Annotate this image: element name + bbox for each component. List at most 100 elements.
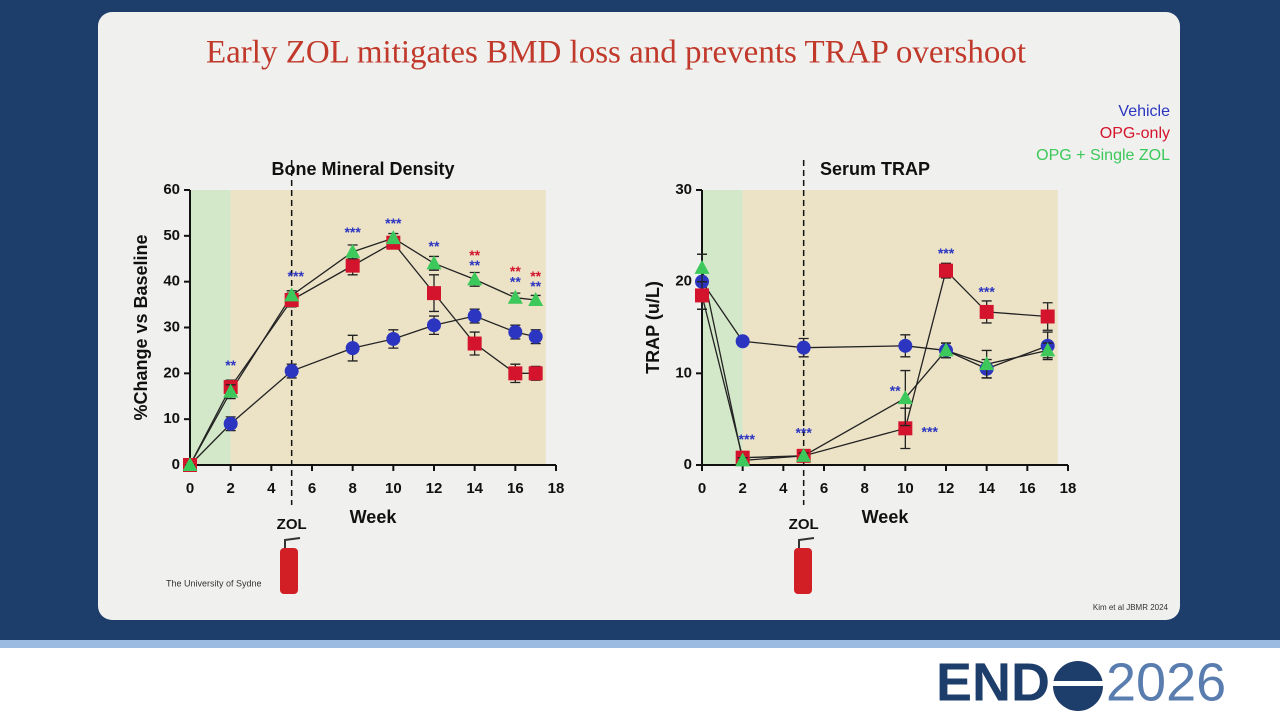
point [345, 341, 360, 356]
point [467, 271, 483, 286]
x-tick-label: 8 [860, 480, 868, 497]
significance-label: ** [530, 278, 541, 294]
point [427, 318, 441, 333]
x-tick-label: 6 [308, 480, 316, 497]
logo-stripe [1050, 681, 1106, 686]
point [796, 447, 812, 462]
x-tick-label: 0 [698, 480, 706, 497]
shaded-region [742, 190, 1058, 465]
logo-right: 2026 [1106, 652, 1226, 712]
shaded-region [230, 190, 546, 465]
point [386, 331, 401, 346]
significance-label: *** [344, 224, 361, 240]
extinguishers [280, 537, 815, 594]
point [694, 259, 710, 274]
y-axis-label: TRAP (u/L) [643, 281, 663, 374]
point [427, 286, 441, 301]
x-tick-label: 12 [938, 480, 955, 497]
significance-label: ** [510, 263, 521, 279]
x-tick-label: 0 [186, 480, 194, 497]
x-tick-label: 10 [897, 480, 914, 497]
y-axis-label: %Change vs Baseline [131, 234, 151, 420]
point [898, 338, 913, 353]
point [182, 457, 198, 471]
point [508, 366, 523, 381]
point [735, 334, 750, 349]
point [284, 287, 300, 302]
significance-label: *** [288, 268, 305, 284]
significance-label: *** [739, 431, 756, 447]
band [0, 640, 1280, 648]
x-tick-label: 2 [226, 480, 234, 497]
x-tick-label: 16 [507, 480, 524, 497]
significance-label: ** [510, 273, 521, 289]
extinguisher-nozzle [798, 537, 815, 548]
extinguisher-nozzle [284, 537, 301, 548]
point [735, 452, 751, 467]
y-tick-label: 0 [684, 456, 692, 473]
significance-label: ** [429, 238, 440, 254]
point [385, 230, 401, 245]
point [796, 340, 811, 355]
significance-label: ** [890, 382, 901, 398]
x-tick-label: 18 [548, 480, 565, 497]
x-tick-label: 4 [779, 480, 788, 497]
x-axis-label: Week [862, 507, 910, 527]
legend-entry: Vehicle [1118, 103, 1170, 120]
x-tick-label: 8 [348, 480, 356, 497]
significance-label: ** [469, 247, 480, 263]
y-tick-label: 30 [675, 181, 692, 198]
significance-label: *** [795, 425, 812, 441]
point [897, 390, 913, 405]
x-tick-label: 4 [267, 480, 276, 497]
x-tick-label: 2 [738, 480, 746, 497]
y-tick-label: 50 [163, 227, 180, 244]
point [979, 304, 994, 319]
x-tick-label: 14 [978, 480, 995, 497]
significance-label: *** [385, 215, 402, 231]
shaded-region [190, 190, 231, 465]
legend-entry: OPG-only [1100, 125, 1170, 142]
y-tick-label: 20 [163, 364, 180, 381]
x-tick-label: 18 [1060, 480, 1077, 497]
x-axis-label: Week [350, 507, 398, 527]
extinguisher [794, 548, 812, 594]
significance-label: ** [469, 257, 480, 273]
significance-label: *** [922, 424, 939, 440]
point [467, 309, 482, 324]
y-tick-label: 10 [163, 410, 180, 427]
chart-title: Bone Mineral Density [271, 159, 454, 179]
point [345, 258, 360, 273]
x-tick-label: 14 [466, 480, 483, 497]
y-tick-label: 40 [163, 273, 180, 290]
chart-title: Serum TRAP [820, 159, 930, 179]
y-tick-label: 30 [163, 318, 180, 335]
y-tick-label: 20 [675, 273, 692, 290]
legend-entry: OPG + Single ZOL [1036, 147, 1170, 164]
y-tick-label: 0 [172, 456, 180, 473]
point [898, 421, 913, 436]
extinguisher [280, 548, 298, 594]
source: Kim et al JBMR 2024 [1093, 603, 1169, 612]
significance-label: ** [530, 268, 541, 284]
y-tick-label: 60 [163, 181, 180, 198]
point [528, 329, 543, 344]
event-label: ZOL [277, 516, 307, 533]
point [528, 366, 543, 381]
point [345, 243, 361, 258]
point [528, 292, 544, 306]
x-tick-label: 12 [426, 480, 443, 497]
point [426, 255, 442, 270]
significance-label: ** [225, 357, 236, 373]
point [938, 342, 954, 357]
significance-label: *** [938, 245, 955, 261]
affiliation: The University of Sydne [166, 578, 262, 588]
slide-title: Early ZOL mitigates BMD loss and prevent… [206, 35, 1026, 71]
point [939, 263, 953, 278]
point [508, 325, 523, 340]
slide-card [98, 12, 1180, 620]
point [223, 416, 238, 431]
x-tick-label: 6 [820, 480, 828, 497]
